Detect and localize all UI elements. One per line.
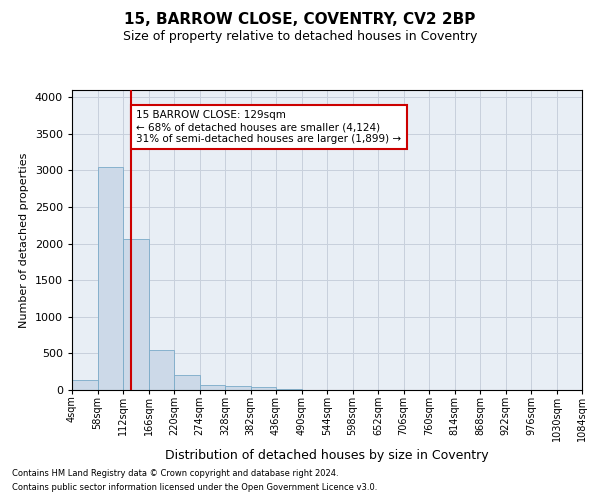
Text: 15 BARROW CLOSE: 129sqm
← 68% of detached houses are smaller (4,124)
31% of semi: 15 BARROW CLOSE: 129sqm ← 68% of detache…	[136, 110, 401, 144]
Text: Contains public sector information licensed under the Open Government Licence v3: Contains public sector information licen…	[12, 484, 377, 492]
Bar	[123, 238, 149, 390]
Text: 15, BARROW CLOSE, COVENTRY, CV2 2BP: 15, BARROW CLOSE, COVENTRY, CV2 2BP	[124, 12, 476, 28]
Text: Size of property relative to detached houses in Coventry: Size of property relative to detached ho…	[123, 30, 477, 43]
X-axis label: Distribution of detached houses by size in Coventry: Distribution of detached houses by size …	[165, 449, 489, 462]
Bar	[225, 386, 251, 390]
Bar	[251, 387, 276, 390]
Y-axis label: Number of detached properties: Number of detached properties	[19, 152, 29, 328]
Bar	[200, 384, 225, 390]
Bar	[174, 376, 199, 390]
Text: Contains HM Land Registry data © Crown copyright and database right 2024.: Contains HM Land Registry data © Crown c…	[12, 468, 338, 477]
Bar	[97, 167, 123, 390]
Bar	[149, 350, 174, 390]
Bar	[72, 380, 97, 390]
